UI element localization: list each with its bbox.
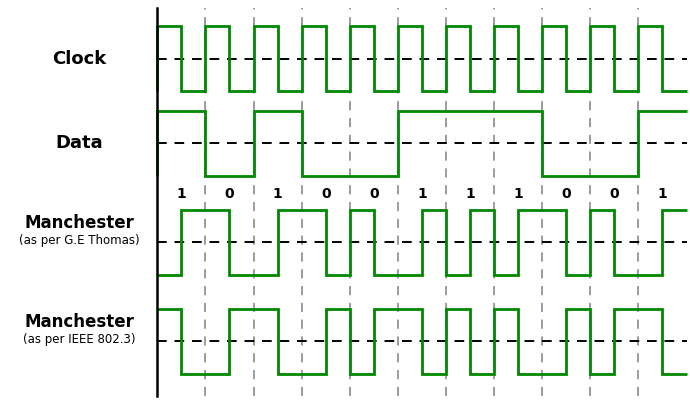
Text: 1: 1 xyxy=(465,187,475,201)
Text: 1: 1 xyxy=(513,187,523,201)
Text: 1: 1 xyxy=(177,187,186,201)
Text: 0: 0 xyxy=(321,187,331,201)
Text: Manchester: Manchester xyxy=(24,214,135,232)
Text: 0: 0 xyxy=(562,187,571,201)
Text: (as per IEEE 802.3): (as per IEEE 802.3) xyxy=(23,333,136,346)
Text: 1: 1 xyxy=(273,187,282,201)
Text: Manchester: Manchester xyxy=(24,313,135,331)
Text: 1: 1 xyxy=(658,187,667,201)
Text: 0: 0 xyxy=(225,187,235,201)
Text: Data: Data xyxy=(55,135,104,152)
Text: 0: 0 xyxy=(369,187,379,201)
Text: Clock: Clock xyxy=(52,50,106,67)
Text: 1: 1 xyxy=(417,187,427,201)
Text: (as per G.E Thomas): (as per G.E Thomas) xyxy=(19,234,139,247)
Text: 0: 0 xyxy=(609,187,619,201)
